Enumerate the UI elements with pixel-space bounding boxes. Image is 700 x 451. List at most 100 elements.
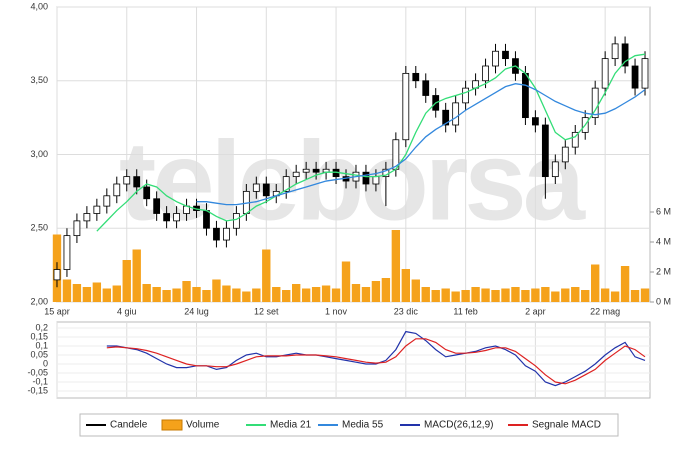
- volume-bar: [640, 288, 650, 302]
- y2-tick-label: 0 M: [656, 296, 671, 306]
- candle-body: [621, 43, 629, 67]
- legend: [79, 413, 619, 437]
- candle-body: [611, 43, 619, 60]
- candle-body: [482, 65, 489, 82]
- x-tick-label: 11 feb: [453, 306, 477, 316]
- volume-bar: [321, 285, 331, 302]
- volume-bar: [551, 291, 560, 302]
- x-tick-label: 24 lug: [184, 306, 209, 316]
- x-tick-label: 22 mag: [590, 306, 620, 316]
- y2-tick-label: 6 M: [656, 206, 671, 216]
- legend-label: Media 55: [342, 420, 384, 431]
- candle-body: [492, 50, 499, 67]
- y-tick-label: 0,05: [30, 349, 48, 359]
- volume-bar: [192, 287, 201, 302]
- volume-bar: [331, 288, 341, 302]
- candle-body: [561, 146, 569, 163]
- candle-body: [571, 131, 579, 148]
- volume-bar: [172, 288, 181, 302]
- y-tick-label: 0: [43, 358, 48, 368]
- volume-bar: [411, 279, 420, 302]
- volume-bar: [481, 288, 490, 302]
- volume-bar: [222, 285, 231, 302]
- candle-body: [252, 183, 260, 192]
- legend-label: Media 21: [270, 420, 312, 431]
- volume-bar: [371, 281, 381, 302]
- candle-body: [302, 168, 310, 173]
- candle-body: [452, 102, 460, 126]
- volume-bar: [451, 291, 460, 302]
- volume-bar: [431, 290, 440, 302]
- volume-bar: [491, 290, 500, 302]
- y2-tick-label: 2 M: [656, 266, 671, 276]
- candle-body: [422, 80, 430, 96]
- volume-bar: [610, 291, 620, 302]
- volume-bar: [590, 264, 600, 302]
- volume-bar: [341, 261, 351, 302]
- y-tick-label: -0,05: [27, 367, 48, 377]
- volume-bar: [182, 281, 191, 302]
- y-tick-label: 4,00: [30, 1, 48, 11]
- y-tick-label: 2,00: [30, 296, 48, 306]
- legend-swatch: [161, 419, 183, 431]
- x-tick-label: 23 dic: [394, 306, 419, 316]
- candle-body: [362, 171, 370, 185]
- volume-bar: [531, 288, 540, 302]
- volume-bar: [301, 288, 311, 302]
- candle-body: [541, 124, 549, 178]
- candle-body: [113, 183, 121, 197]
- candle-body: [412, 72, 420, 82]
- volume-bar: [262, 249, 271, 302]
- candle-body: [232, 213, 240, 229]
- legend-label: Volume: [186, 420, 220, 431]
- candle-body: [442, 109, 450, 126]
- volume-bar: [252, 288, 261, 302]
- watermark: teleborsa: [119, 119, 586, 244]
- candle-body: [292, 171, 300, 178]
- candle-body: [502, 50, 509, 60]
- candle-body: [153, 198, 161, 214]
- volume-bar: [212, 279, 221, 302]
- candle-body: [133, 176, 141, 188]
- volume-bar: [361, 287, 371, 302]
- volume-bar: [291, 284, 301, 302]
- candle-body: [103, 195, 111, 207]
- volume-bar: [122, 260, 131, 302]
- volume-bar: [162, 290, 171, 302]
- volume-bar: [571, 287, 580, 302]
- candle-body: [262, 183, 270, 197]
- candle-body: [203, 210, 210, 229]
- volume-bar: [232, 288, 241, 302]
- candle-body: [73, 220, 81, 237]
- volume-bar: [102, 288, 112, 302]
- volume-bar: [401, 269, 411, 302]
- candle-body: [522, 72, 529, 119]
- x-tick-label: 4 giu: [117, 306, 137, 316]
- volume-bar: [620, 266, 630, 302]
- candle-body: [163, 213, 171, 222]
- candle-body: [83, 213, 91, 222]
- x-tick-label: 15 apr: [44, 306, 70, 316]
- volume-bar: [441, 288, 450, 302]
- candle-body: [531, 117, 539, 126]
- y-tick-label: -0,15: [27, 385, 48, 395]
- volume-bar: [272, 287, 281, 302]
- candle-body: [173, 213, 180, 222]
- volume-bar: [501, 288, 510, 302]
- candle-body: [63, 235, 71, 270]
- legend-label: MACD(26,12,9): [424, 420, 493, 431]
- volume-bar: [381, 278, 391, 302]
- volume-bar: [92, 282, 102, 302]
- volume-bar: [132, 249, 141, 302]
- candle-body: [402, 72, 410, 141]
- volume-bar: [82, 287, 92, 302]
- volume-bar: [511, 287, 520, 302]
- volume-bar: [421, 287, 430, 302]
- y-tick-label: 3,00: [30, 149, 48, 159]
- volume-bar: [72, 284, 82, 302]
- candle-body: [551, 161, 559, 178]
- y-tick-label: 0,1: [35, 340, 48, 350]
- candle-body: [372, 176, 380, 185]
- volume-bar: [471, 287, 480, 302]
